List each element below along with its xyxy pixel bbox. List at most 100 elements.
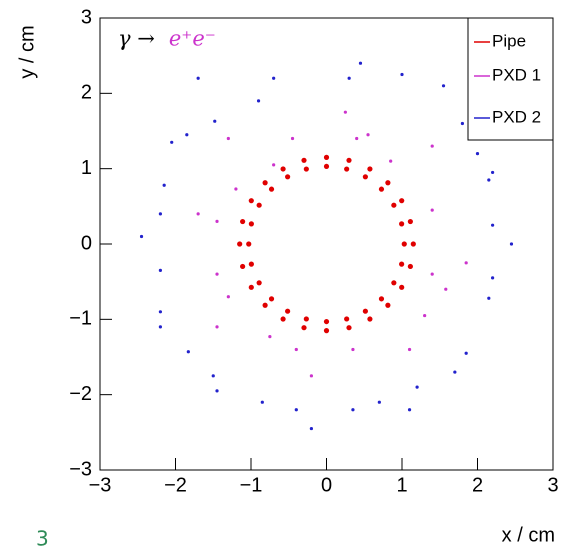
point — [399, 261, 405, 267]
point — [464, 351, 468, 355]
point — [256, 280, 262, 286]
point — [226, 295, 230, 299]
y-axis-label: y / cm — [16, 25, 38, 78]
point — [158, 310, 162, 314]
point — [441, 84, 446, 88]
point — [248, 284, 254, 290]
point — [415, 385, 419, 389]
point — [248, 261, 254, 267]
point — [280, 316, 286, 322]
point — [301, 325, 307, 331]
legend-label: Pipe — [492, 31, 526, 50]
point — [399, 198, 405, 204]
point — [491, 170, 495, 175]
point — [407, 347, 412, 352]
point — [389, 159, 393, 163]
point — [301, 157, 307, 163]
point — [491, 223, 495, 227]
point — [367, 316, 373, 322]
point — [401, 241, 407, 247]
point — [162, 183, 166, 187]
point — [248, 221, 254, 227]
x-tick-label: 2 — [472, 474, 483, 496]
legend-label: PXD 2 — [492, 107, 541, 126]
point — [487, 296, 491, 300]
point — [309, 426, 313, 431]
point — [139, 234, 144, 239]
point — [385, 180, 391, 186]
point — [464, 261, 468, 265]
point — [351, 347, 355, 352]
point — [211, 374, 215, 378]
point — [215, 272, 219, 276]
point — [362, 308, 368, 314]
point — [430, 144, 434, 148]
x-axis-label: x / cm — [502, 524, 555, 546]
point — [400, 72, 404, 77]
page-label: 3 — [36, 527, 49, 548]
legend-label: PXD 1 — [492, 65, 541, 84]
point — [240, 263, 246, 270]
point — [410, 241, 416, 247]
point — [343, 110, 347, 114]
point — [407, 218, 413, 225]
point — [347, 76, 351, 80]
point — [285, 308, 291, 314]
point — [407, 263, 413, 270]
point — [509, 242, 514, 246]
point — [344, 316, 350, 322]
y-tick-label: −1 — [69, 308, 92, 330]
point — [346, 157, 352, 163]
point — [196, 212, 200, 216]
point — [186, 350, 190, 354]
x-tick-label: −1 — [240, 474, 263, 496]
point — [460, 121, 464, 126]
x-tick-label: −2 — [164, 474, 187, 496]
point — [285, 174, 291, 180]
y-tick-label: 3 — [81, 6, 92, 28]
annotation: e⁺e⁻ — [169, 27, 216, 51]
point — [309, 374, 313, 378]
point — [366, 133, 370, 137]
point — [196, 76, 200, 80]
point — [158, 325, 162, 329]
y-tick-label: 1 — [81, 157, 92, 179]
point — [378, 186, 385, 192]
point — [358, 61, 363, 65]
point — [351, 408, 355, 412]
point — [407, 408, 412, 412]
point — [385, 302, 391, 308]
point — [391, 202, 397, 208]
point — [290, 136, 295, 141]
point — [226, 136, 230, 141]
point — [323, 163, 330, 170]
point — [294, 408, 298, 412]
point — [246, 241, 252, 247]
point — [475, 152, 480, 156]
point — [215, 219, 219, 223]
y-tick-label: 0 — [81, 232, 92, 254]
point — [170, 140, 174, 144]
point — [323, 328, 330, 334]
point — [272, 163, 276, 167]
point — [256, 99, 261, 103]
point — [158, 212, 162, 216]
point — [430, 272, 434, 276]
point — [262, 180, 268, 186]
point — [430, 208, 434, 212]
point — [491, 276, 495, 280]
y-tick-label: −2 — [69, 383, 92, 405]
annotation: γ → — [118, 27, 155, 51]
x-tick-label: 1 — [396, 474, 407, 496]
point — [234, 187, 238, 191]
point — [323, 318, 330, 325]
point — [423, 313, 427, 318]
point — [399, 221, 405, 227]
point — [256, 202, 262, 208]
point — [268, 335, 272, 339]
point — [268, 186, 275, 192]
point — [237, 241, 243, 247]
point — [272, 76, 276, 80]
point — [346, 325, 352, 331]
